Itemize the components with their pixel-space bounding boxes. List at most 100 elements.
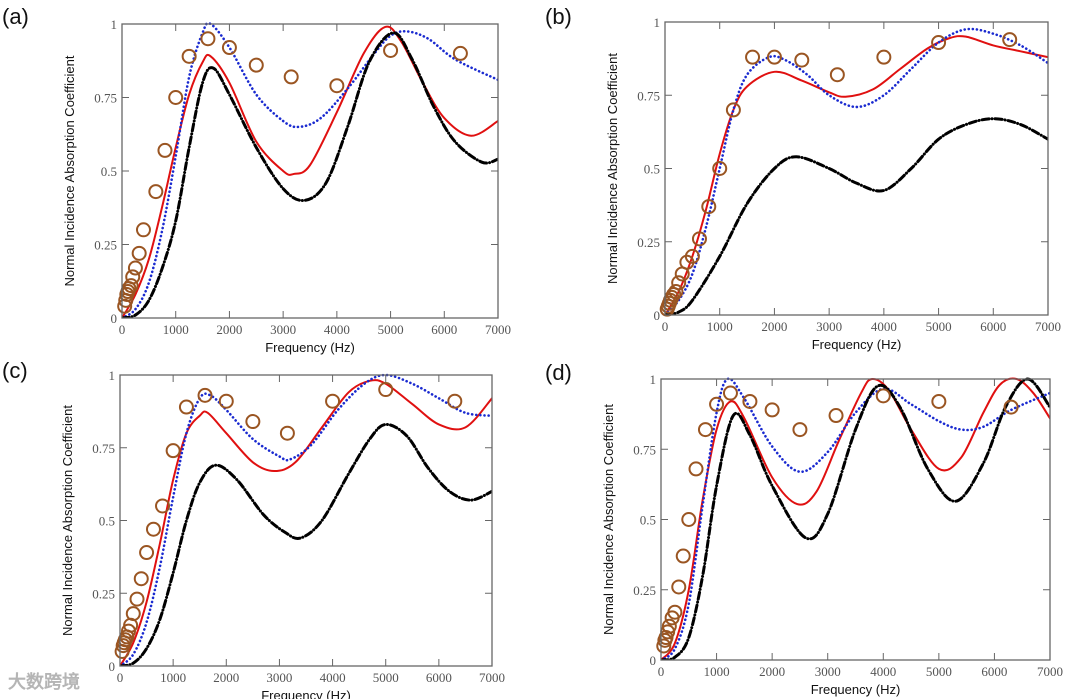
x-tick-label: 3000 xyxy=(815,664,841,679)
experimental-data-point xyxy=(931,35,947,51)
experimental-data-point xyxy=(221,40,237,56)
experimental-data-point xyxy=(876,49,892,65)
watermark: 大数跨境 xyxy=(8,672,80,692)
x-tick-label: 2000 xyxy=(213,670,239,685)
x-tick-label: 4000 xyxy=(871,319,897,334)
experimental-data-point xyxy=(325,393,341,409)
x-axis-label: Frequency (Hz) xyxy=(261,688,351,699)
panel-label-b: (b) xyxy=(545,4,572,29)
y-tick-label: 0.5 xyxy=(644,162,660,177)
experimental-data-point xyxy=(168,90,184,105)
experimental-data-point xyxy=(200,31,216,47)
experimental-data-point xyxy=(709,396,725,412)
y-tick-label: 0 xyxy=(650,653,657,668)
experimental-data-point xyxy=(178,399,194,415)
experimental-data-point xyxy=(218,393,234,409)
experimental-data-point xyxy=(155,498,171,514)
red-solid-line xyxy=(120,379,492,666)
experimental-data-point xyxy=(667,604,683,620)
y-tick-label: 0.5 xyxy=(640,513,656,528)
x-tick-label: 2000 xyxy=(759,664,785,679)
y-tick-label: 0.75 xyxy=(633,442,656,457)
chart-panel-a: 0 1000 2000 3000 4000 5000 6000 7000 0 0.25 0.5 0.7… xyxy=(62,17,511,355)
red-solid-line xyxy=(665,35,1048,315)
x-tick-label: 0 xyxy=(662,319,669,334)
experimental-data-point xyxy=(1003,399,1019,415)
experimental-data-point xyxy=(656,638,672,654)
x-axis-label: Frequency (Hz) xyxy=(812,337,902,352)
chart-panel-c: 0 1000 2000 3000 4000 5000 6000 7000 0 0.25 0.5 0.7… xyxy=(60,368,505,699)
experimental-data-point xyxy=(701,199,717,215)
x-tick-label: 2000 xyxy=(216,322,242,337)
black-dashdot-line xyxy=(120,422,492,666)
x-tick-label: 1000 xyxy=(163,322,189,337)
experimental-data-point xyxy=(125,269,141,285)
experimental-data-point xyxy=(671,275,687,291)
y-axis-label: Normal Incidence Absorption Coefficient xyxy=(601,404,616,635)
experimental-data-point xyxy=(129,591,145,607)
y-axis-label: Normal Incidence Absorption Coefficient xyxy=(62,55,77,286)
x-tick-label: 7000 xyxy=(479,670,505,685)
experimental-data-point xyxy=(1002,32,1018,48)
experimental-data-point xyxy=(148,184,164,200)
experimental-data-point xyxy=(157,142,173,158)
experimental-data-point xyxy=(931,393,947,409)
red-solid-line xyxy=(661,377,1050,660)
x-axis-label: Frequency (Hz) xyxy=(265,340,355,355)
y-tick-label: 0 xyxy=(654,308,661,323)
x-tick-label: 4000 xyxy=(324,322,350,337)
experimental-data-point xyxy=(688,461,704,477)
x-tick-label: 4000 xyxy=(870,664,896,679)
x-tick-label: 5000 xyxy=(926,664,952,679)
experimental-data-point xyxy=(725,102,741,118)
y-tick-label: 1 xyxy=(654,15,661,30)
y-tick-label: 0.25 xyxy=(633,583,656,598)
experimental-data-point xyxy=(165,443,181,459)
experimental-data-point xyxy=(245,414,261,430)
x-tick-label: 6000 xyxy=(431,322,457,337)
experimental-data-point xyxy=(684,248,700,264)
experimental-data-point xyxy=(197,387,213,403)
y-tick-label: 1 xyxy=(111,17,118,32)
blue-dotted-line xyxy=(665,27,1048,315)
experimental-data-point xyxy=(722,385,738,401)
experimental-data-point xyxy=(766,49,782,65)
plot-frame xyxy=(660,378,1051,661)
experimental-data-point xyxy=(139,545,155,561)
y-tick-label: 0.75 xyxy=(637,88,660,103)
experimental-data-point xyxy=(447,393,463,409)
x-tick-label: 0 xyxy=(119,322,126,337)
experimental-data-point xyxy=(283,69,299,85)
x-tick-label: 3000 xyxy=(266,670,292,685)
blue-dotted-line xyxy=(120,373,492,666)
experimental-data-point xyxy=(668,284,684,300)
experimental-data-point xyxy=(712,161,728,176)
y-tick-label: 0.75 xyxy=(94,91,117,106)
y-tick-label: 0.5 xyxy=(99,514,115,529)
experimental-data-point xyxy=(829,67,845,83)
y-tick-label: 0.75 xyxy=(92,441,115,456)
experimental-data-point xyxy=(764,402,780,418)
chart-panel-d: 0 1000 2000 3000 4000 5000 6000 7000 0 0.25 0.5 0.7… xyxy=(601,372,1063,697)
y-tick-label: 1 xyxy=(109,368,116,383)
experimental-data-point xyxy=(135,222,151,238)
experimental-data-point xyxy=(279,425,295,441)
plot-frame xyxy=(664,21,1049,316)
x-tick-label: 1000 xyxy=(704,664,730,679)
panel-label-d: (d) xyxy=(545,360,572,385)
x-tick-label: 6000 xyxy=(980,319,1006,334)
experimental-data-point xyxy=(329,78,345,94)
x-tick-label: 6000 xyxy=(426,670,452,685)
experimental-data-point xyxy=(127,260,143,276)
y-tick-label: 0 xyxy=(111,311,118,326)
experimental-data-point xyxy=(875,388,891,404)
y-axis-label: Normal Incidence Absorption Coefficient xyxy=(605,53,620,284)
plot-frame xyxy=(119,374,493,667)
experimental-data-point xyxy=(691,231,707,247)
x-tick-label: 2000 xyxy=(761,319,787,334)
y-tick-label: 0.25 xyxy=(92,586,115,601)
experimental-data-point xyxy=(681,512,697,527)
experimental-data-point xyxy=(794,52,810,68)
series-group xyxy=(122,21,498,318)
